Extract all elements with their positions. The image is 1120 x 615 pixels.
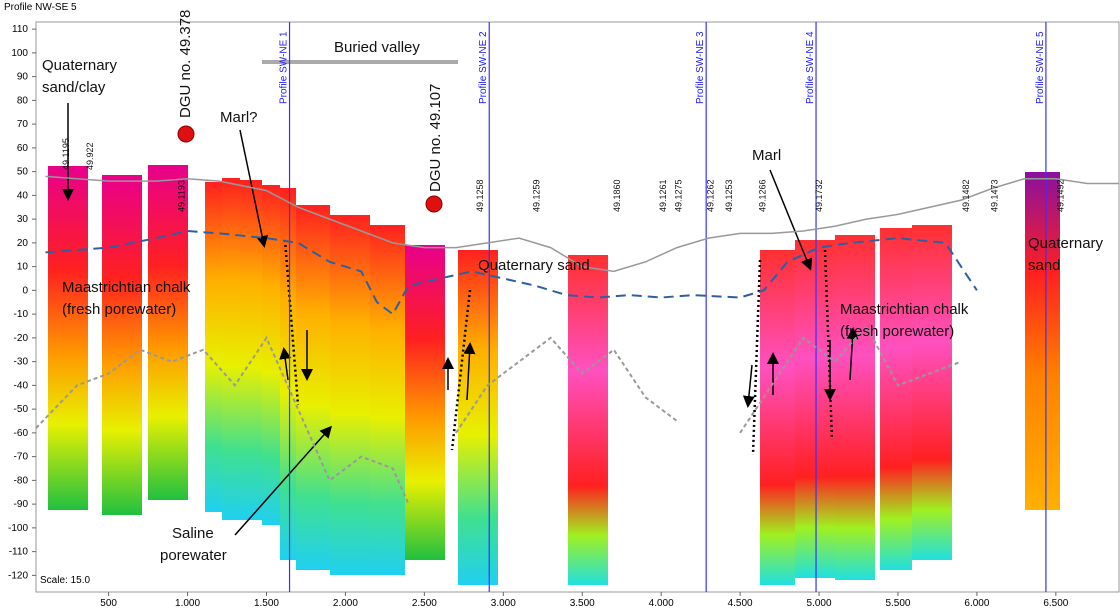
well-label: 49.1262 [705, 179, 715, 212]
well-label: 49.1195 [61, 138, 71, 170]
x-tick-label: 4.000 [649, 598, 674, 609]
x-tick-label: 500 [100, 598, 117, 609]
resistivity-column [296, 205, 330, 570]
y-tick-label: 80 [17, 95, 29, 106]
dgu-marker [426, 196, 442, 212]
resistivity-column [795, 240, 835, 578]
x-tick-label: 2.000 [333, 598, 358, 609]
x-tick-label: 6.500 [1043, 598, 1068, 609]
well-label: 49.922 [85, 142, 95, 170]
annotation: (fresh porewater) [840, 323, 954, 340]
y-tick-label: 60 [17, 143, 29, 154]
well-label: 49.1258 [475, 179, 485, 212]
resistivity-column [568, 255, 608, 585]
x-tick-label: 4.500 [728, 598, 753, 609]
well-label: 49.1253 [724, 179, 734, 212]
well-label: 49.1261 [658, 179, 668, 212]
annotation: Quaternary [1028, 235, 1104, 252]
chart: Profile NW-SE 5 Scale: 15.0 110100908070… [0, 0, 1120, 610]
annotation: Maastrichtian chalk [840, 301, 969, 318]
y-tick-label: -30 [14, 357, 29, 368]
profile-label: Profile SW-NE 1 [279, 31, 290, 104]
x-tick-label: 5.000 [807, 598, 832, 609]
y-tick-label: 10 [17, 262, 29, 273]
annotation: Maastrichtian chalk [62, 279, 191, 296]
y-tick-label: 40 [17, 190, 29, 201]
annotation: Saline [172, 525, 214, 542]
resistivity-column [912, 225, 952, 560]
profile-label: Profile SW-NE 3 [695, 31, 706, 104]
x-tick-label: 3.500 [570, 598, 595, 609]
x-tick-label: 3.000 [491, 598, 516, 609]
annotation: Marl [752, 147, 781, 164]
profile-label: Profile SW-NE 4 [805, 31, 816, 104]
y-tick-label: 70 [17, 119, 29, 130]
y-tick-label: -60 [14, 428, 29, 439]
resistivity-column [370, 225, 405, 575]
resistivity-column [835, 235, 875, 580]
resistivity-column [405, 245, 445, 560]
well-label: 49.1259 [532, 179, 542, 212]
well-label: 49.1266 [757, 179, 767, 212]
y-tick-label: -90 [14, 499, 29, 510]
y-tick-label: 20 [17, 238, 29, 249]
well-label: 49.1860 [612, 179, 622, 212]
annotation: Quaternary sand [478, 257, 590, 274]
annotation: porewater [160, 547, 227, 564]
y-tick-label: -10 [14, 309, 29, 320]
dgu-marker [178, 126, 194, 142]
y-tick-label: -50 [14, 404, 29, 415]
annotation: DGU no. 49.378 [177, 10, 194, 118]
annotation: DGU no. 49.107 [427, 84, 444, 192]
well-label: 49.1473 [989, 179, 999, 212]
y-tick-label: -120 [8, 570, 28, 581]
annotation: sand/clay [42, 79, 106, 96]
y-tick-label: -110 [9, 547, 29, 558]
well-label: 49.1732 [814, 179, 824, 212]
annotation: Quaternary [42, 57, 118, 74]
y-tick-label: -40 [14, 380, 29, 391]
x-tick-label: 1.500 [254, 598, 279, 609]
y-tick-label: 110 [12, 24, 28, 35]
x-tick-label: 2.500 [412, 598, 437, 609]
resistivity-column [880, 228, 912, 570]
annotation: (fresh porewater) [62, 301, 176, 318]
y-tick-label: -80 [14, 475, 29, 486]
resistivity-column [458, 250, 498, 585]
resistivity-columns [48, 165, 1060, 585]
y-tick-label: 0 [22, 285, 28, 296]
profile-label: Profile SW-NE 5 [1035, 31, 1046, 104]
y-tick-label: 30 [17, 214, 29, 225]
y-tick-label: 90 [17, 72, 29, 83]
well-label: 49.1193 [176, 180, 186, 212]
resistivity-column [205, 182, 222, 512]
well-label: 49.1275 [674, 179, 684, 212]
resistivity-column [1025, 172, 1060, 510]
y-tick-label: 50 [17, 167, 29, 178]
x-tick-label: 1.000 [175, 598, 200, 609]
y-tick-label: -100 [8, 523, 28, 534]
resistivity-column [148, 165, 188, 500]
well-label: 49.1482 [961, 179, 971, 212]
resistivity-column [760, 250, 795, 585]
resistivity-column [222, 178, 240, 520]
y-tick-label: -20 [14, 333, 29, 344]
y-tick-label: 100 [11, 48, 28, 59]
well-label: 49.1492 [1056, 179, 1066, 212]
chart-title: Profile NW-SE 5 [4, 2, 77, 13]
annotation: Buried valley [334, 39, 420, 56]
y-tick-label: -70 [14, 452, 29, 463]
resistivity-column [48, 166, 88, 510]
resistivity-column [262, 185, 280, 525]
x-tick-label: 5.500 [885, 598, 910, 609]
annotation: sand [1028, 257, 1061, 274]
scale-label: Scale: 15.0 [40, 575, 90, 586]
x-tick-label: 6.000 [964, 598, 989, 609]
annotation: Marl? [220, 109, 258, 126]
resistivity-column [102, 175, 142, 515]
profile-label: Profile SW-NE 2 [478, 31, 489, 104]
